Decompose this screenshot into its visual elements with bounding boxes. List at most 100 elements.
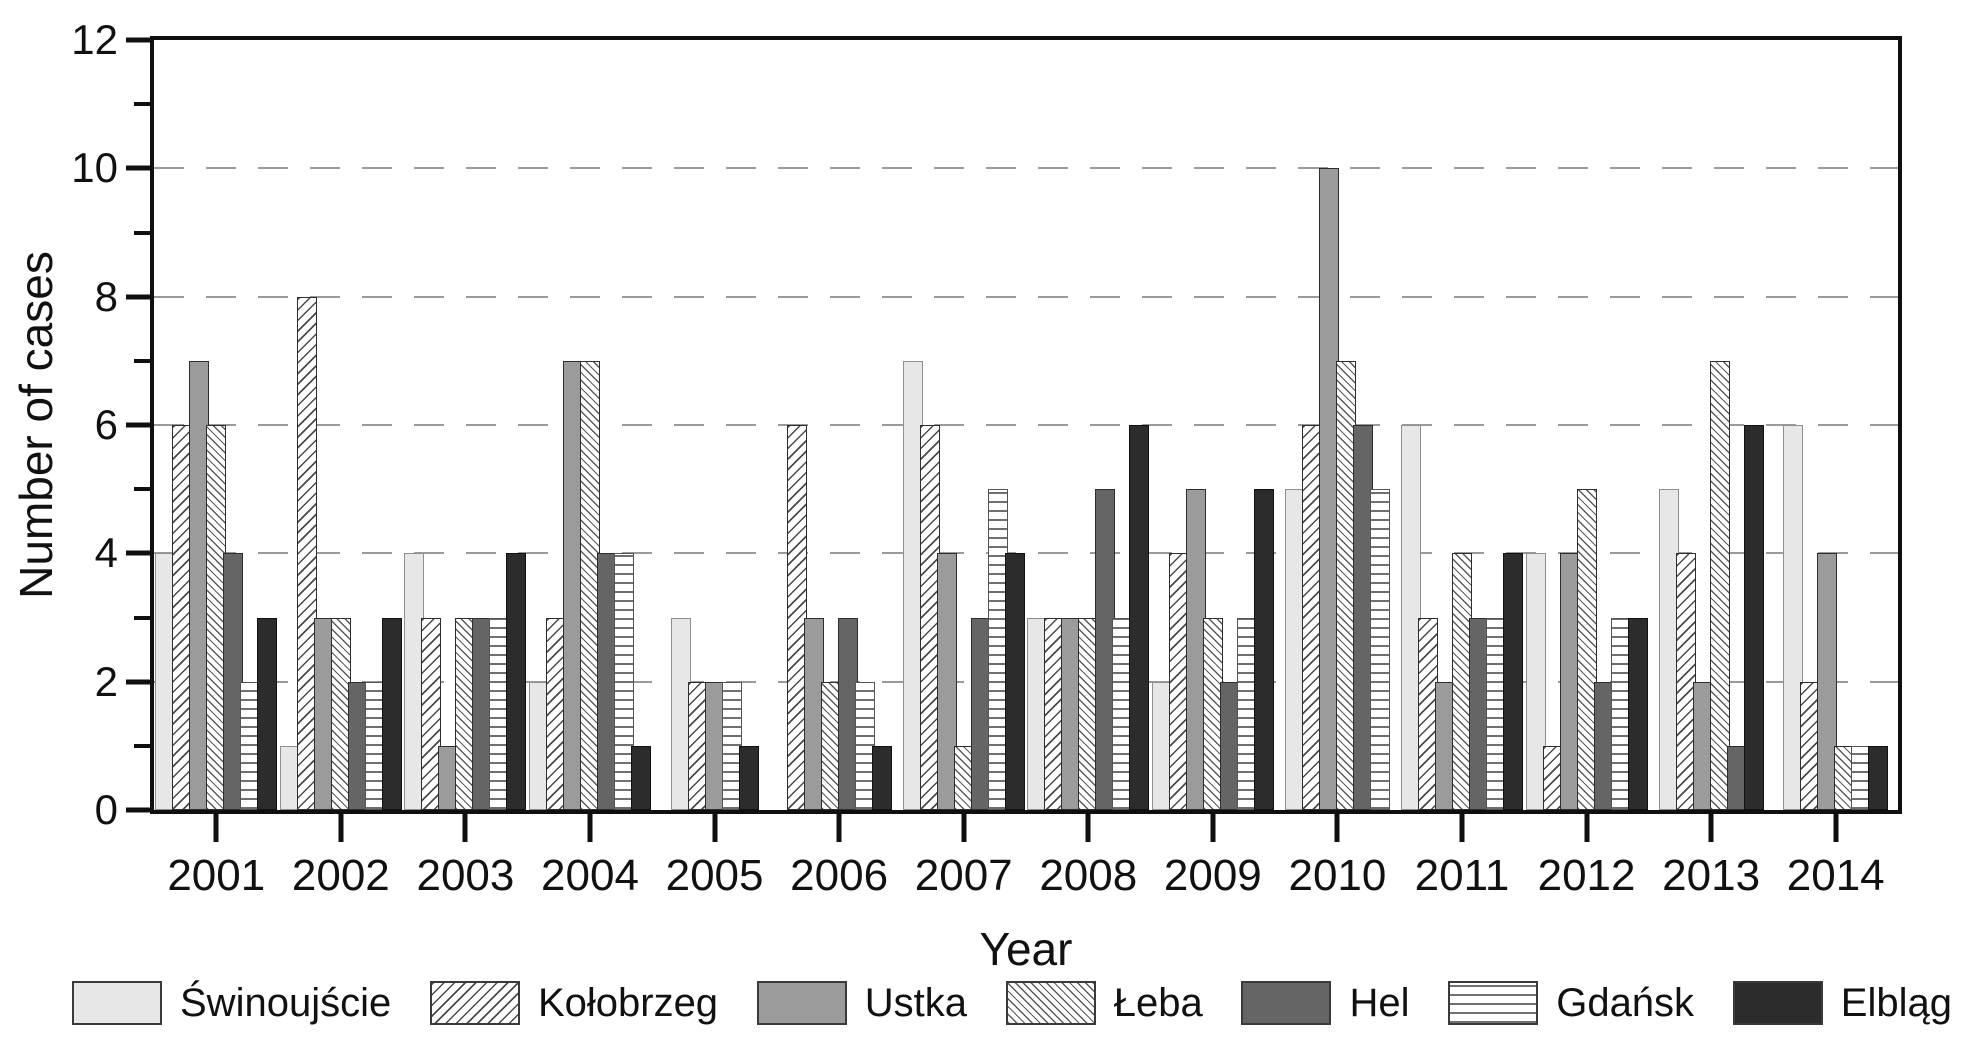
x-axis-tick <box>462 814 468 842</box>
x-axis-tick <box>1708 814 1714 842</box>
legend-item-gdansk: Gdańsk <box>1448 981 1694 1025</box>
x-axis-tick-label: 2014 <box>1786 851 1885 900</box>
bar-group: 2006 <box>777 40 902 898</box>
legend-swatch-hel <box>1241 981 1332 1025</box>
y-axis-tick-label: 12 <box>71 16 118 63</box>
y-axis-title-text: Number of cases <box>10 251 63 599</box>
y-axis-tick-label: 4 <box>94 529 118 577</box>
bar-kolobrzeg <box>1044 617 1065 810</box>
bar-leba <box>1078 617 1099 810</box>
bar-group: 2003 <box>403 40 528 898</box>
legend-item-elblag: Elbląg <box>1732 981 1952 1025</box>
y-axis-tick-label: 8 <box>94 272 118 320</box>
bar-group: 2014 <box>1773 40 1898 898</box>
bar-kolobrzeg <box>919 425 940 810</box>
gridline <box>154 552 1898 555</box>
bar-elblag <box>1253 489 1274 810</box>
bar-elblag <box>381 617 402 810</box>
bar-kolobrzeg <box>1542 745 1563 810</box>
x-axis-tick <box>338 814 344 842</box>
x-axis-tick-label: 2011 <box>1414 851 1510 900</box>
x-axis-tick <box>836 814 842 842</box>
legend-label-hel: Hel <box>1349 981 1410 1025</box>
bar-gdansk <box>489 617 510 810</box>
legend-item-kolobrzeg: Kołobrzeg <box>429 981 719 1025</box>
legend-swatch-ustka <box>756 981 847 1025</box>
legend-swatch-leba <box>1005 981 1096 1025</box>
bar-ustka <box>1817 553 1838 810</box>
bar-leba <box>1576 489 1597 810</box>
legend-item-hel: Hel <box>1241 981 1409 1025</box>
bar-leba <box>1202 617 1223 810</box>
bar-ustka <box>936 553 957 810</box>
bar-group: 2010 <box>1275 40 1400 898</box>
x-axis-tick-label: 2001 <box>167 851 266 900</box>
y-axis-minor-tick <box>134 230 150 235</box>
y-axis-major-tick <box>126 422 150 428</box>
x-axis-tick <box>587 814 593 842</box>
x-axis-tick-label: 2004 <box>541 851 639 900</box>
bar-leba <box>1451 553 1472 810</box>
x-axis-tick <box>1584 814 1590 842</box>
bar-leba <box>579 360 600 810</box>
bar-elblag <box>630 745 651 810</box>
x-axis-tick <box>213 814 219 842</box>
bar-swinoujscie <box>1525 553 1546 810</box>
x-axis-tick <box>961 814 967 842</box>
bar-elblag <box>257 617 278 810</box>
bar-elblag <box>506 553 527 810</box>
bar-leba <box>1335 360 1356 810</box>
legend-label-swinoujscie: Świnoujście <box>180 981 392 1025</box>
legend-item-leba: Łeba <box>1005 981 1203 1025</box>
y-axis-minor-tick <box>134 102 150 107</box>
x-axis-tick-label: 2002 <box>291 851 390 900</box>
bar-gdansk <box>1485 617 1506 810</box>
gridline <box>154 680 1898 683</box>
y-axis-tick-label: 10 <box>71 144 118 192</box>
plot-area: 0 2 4 6 8 10 12 2001 2002 2003 2004 2005 2006 2007 200… <box>71 19 1902 898</box>
y-axis-minor-tick <box>134 358 150 363</box>
bar-leba <box>455 617 476 810</box>
bar-elblag <box>1004 553 1025 810</box>
legend-swatch-kolobrzeg <box>429 981 520 1025</box>
bar-gdansk <box>1610 617 1631 810</box>
x-axis-tick-label: 2008 <box>1039 851 1138 900</box>
bar-group: 2001 <box>154 40 279 898</box>
bar-leba <box>206 425 227 810</box>
bar-group: 2004 <box>528 40 653 898</box>
x-axis-tick <box>1459 814 1465 842</box>
y-axis-minor-tick <box>134 743 150 748</box>
x-axis-tick <box>1210 814 1216 842</box>
legend-label-gdansk: Gdańsk <box>1556 981 1695 1025</box>
legend-item-ustka: Ustka <box>756 981 967 1025</box>
bar-group: 2007 <box>901 40 1026 898</box>
bar-swinoujscie <box>1783 425 1804 810</box>
x-axis-tick-label: 2003 <box>416 851 515 900</box>
legend-label-kolobrzeg: Kołobrzeg <box>537 981 719 1025</box>
y-axis-title: Number of cases <box>0 36 78 814</box>
bar-elblag <box>1743 425 1764 810</box>
x-axis-tick-label: 2013 <box>1662 851 1761 900</box>
bar-group: 2009 <box>1151 40 1276 898</box>
legend: Świnoujście Kołobrzeg Ustka Łeba Hel Gdańsk El… <box>72 968 1952 1038</box>
bar-kolobrzeg <box>1800 681 1821 810</box>
bar-group: 2002 <box>279 40 404 898</box>
bar-kolobrzeg <box>786 425 807 810</box>
bar-kolobrzeg <box>296 296 317 810</box>
legend-swatch-elblag <box>1732 981 1823 1025</box>
y-axis-major-tick <box>126 294 150 300</box>
x-axis-tick-label: 2007 <box>914 851 1013 900</box>
bar-group: 2013 <box>1649 40 1774 898</box>
legend-label-elblag: Elbląg <box>1840 981 1952 1025</box>
gridline <box>154 424 1898 426</box>
bar-group: 2012 <box>1524 40 1649 898</box>
legend-swatch-swinoujscie <box>72 981 162 1025</box>
bar-elblag <box>738 745 759 810</box>
y-axis-minor-tick <box>134 615 150 620</box>
x-axis-tick-label: 2006 <box>790 851 889 900</box>
y-axis-tick-label: 6 <box>94 401 118 448</box>
bar-group: 2005 <box>652 40 777 898</box>
bar-leba <box>820 681 841 810</box>
bar-gdansk <box>1369 489 1390 810</box>
